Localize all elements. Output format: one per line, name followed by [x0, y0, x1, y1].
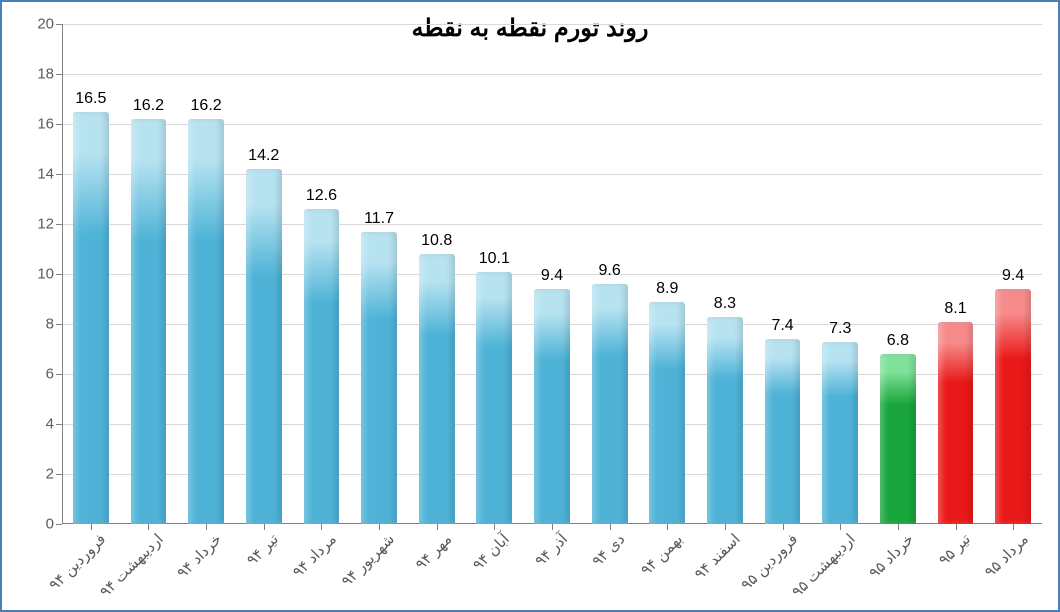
x-tick-mark	[206, 524, 207, 530]
x-axis-label: آبان ۹۴	[469, 530, 513, 574]
bar-value-label: 16.2	[133, 97, 164, 115]
bar: 11.7	[361, 232, 397, 525]
bar-value-label: 8.3	[714, 295, 736, 313]
x-tick-mark	[148, 524, 149, 530]
bar: 10.1	[476, 272, 512, 525]
x-tick-mark	[725, 524, 726, 530]
y-axis: 02468101214161820	[2, 24, 62, 524]
bar: 9.4	[995, 289, 1031, 524]
x-axis-label: شهریور ۹۴	[338, 530, 398, 590]
x-axis-label: آذر ۹۴	[531, 530, 571, 570]
x-axis-label: اسفند ۹۴	[691, 530, 744, 583]
y-tick-label: 0	[46, 516, 54, 533]
x-tick-mark	[898, 524, 899, 530]
y-tick-label: 6	[46, 366, 54, 383]
x-tick-mark	[379, 524, 380, 530]
bar: 14.2	[246, 169, 282, 524]
bar-value-label: 14.2	[248, 147, 279, 165]
x-tick-mark	[610, 524, 611, 530]
bar-value-label: 16.2	[191, 97, 222, 115]
bar-value-label: 6.8	[887, 332, 909, 350]
x-tick-mark	[552, 524, 553, 530]
bar: 7.4	[765, 339, 801, 524]
y-tick-label: 16	[37, 116, 54, 133]
bar: 8.3	[707, 317, 743, 525]
x-axis-label: دی ۹۴	[588, 530, 628, 570]
bar: 10.8	[419, 254, 455, 524]
y-tick-label: 18	[37, 66, 54, 83]
plot-area: 16.5 16.2 16.2 14.2 12.6 11.7 10.8 10.1 9.4 9.6 8.…	[62, 24, 1042, 524]
x-axis-label: خرداد ۹۴	[173, 530, 225, 582]
bar-value-label: 10.1	[479, 250, 510, 268]
bar: 12.6	[304, 209, 340, 524]
x-tick-mark	[91, 524, 92, 530]
bar-value-label: 9.4	[1002, 267, 1024, 285]
chart-frame: روند تورم نقطه به نقطه 02468101214161820…	[0, 0, 1060, 612]
bar-value-label: 11.7	[364, 210, 394, 228]
x-axis-label: تیر ۹۴	[243, 530, 282, 569]
x-tick-mark	[321, 524, 322, 530]
x-tick-mark	[494, 524, 495, 530]
x-tick-mark	[956, 524, 957, 530]
x-tick-mark	[1013, 524, 1014, 530]
bar-value-label: 10.8	[421, 232, 452, 250]
bar-value-label: 9.4	[541, 267, 563, 285]
bar-value-label: 7.4	[771, 317, 793, 335]
bar-value-label: 8.1	[944, 300, 966, 318]
bar-value-label: 16.5	[75, 90, 106, 108]
y-tick-label: 10	[37, 266, 54, 283]
x-axis-label: بهمن ۹۴	[637, 530, 686, 579]
y-tick-label: 8	[46, 316, 54, 333]
y-tick-label: 14	[37, 166, 54, 183]
bars-container: 16.5 16.2 16.2 14.2 12.6 11.7 10.8 10.1 9.4 9.6 8.…	[62, 24, 1042, 524]
x-tick-mark	[437, 524, 438, 530]
y-tick-label: 2	[46, 466, 54, 483]
bar: 16.2	[131, 119, 167, 524]
bar: 9.6	[592, 284, 628, 524]
y-tick-label: 20	[37, 16, 54, 33]
bar: 7.3	[822, 342, 858, 525]
x-axis-label: تیر ۹۵	[935, 530, 974, 569]
bar: 6.8	[880, 354, 916, 524]
bar: 16.5	[73, 112, 109, 525]
x-axis-label: مهر ۹۴	[412, 530, 456, 574]
x-tick-mark	[667, 524, 668, 530]
x-axis-label: مرداد ۹۴	[289, 530, 340, 581]
x-tick-mark	[264, 524, 265, 530]
bar-value-label: 8.9	[656, 280, 678, 298]
bar: 16.2	[188, 119, 224, 524]
bar-value-label: 12.6	[306, 187, 337, 205]
y-tick-label: 4	[46, 416, 54, 433]
x-axis-labels: فروردین ۹۴اردیبهشت ۹۴خرداد ۹۴تیر ۹۴مرداد…	[62, 524, 1042, 604]
x-axis-label: خرداد ۹۵	[865, 530, 917, 582]
x-tick-mark	[840, 524, 841, 530]
bar: 9.4	[534, 289, 570, 524]
bar-value-label: 7.3	[829, 320, 851, 338]
x-axis-label: مرداد ۹۵	[981, 530, 1032, 581]
x-tick-mark	[783, 524, 784, 530]
bar-value-label: 9.6	[599, 262, 621, 280]
bar: 8.9	[649, 302, 685, 525]
y-tick-label: 12	[37, 216, 54, 233]
bar: 8.1	[938, 322, 974, 525]
